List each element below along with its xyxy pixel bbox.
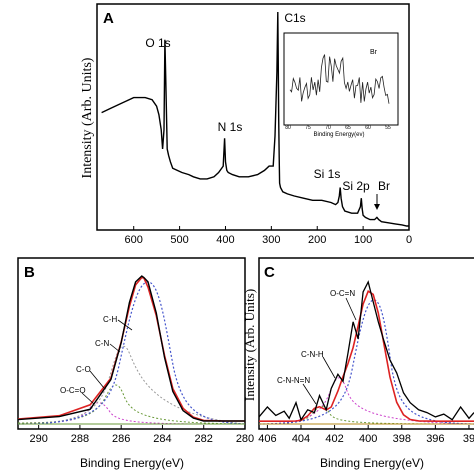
panel-a-tick-label: 100 bbox=[354, 234, 372, 246]
annotation-n1s: N 1s bbox=[218, 120, 243, 134]
arrow-c-n-n-n bbox=[302, 383, 317, 405]
panel-c-tick-label: 398 bbox=[393, 433, 411, 445]
annotation-si2p: Si 2p bbox=[342, 179, 370, 193]
inset-xaxis: 80 75 70 65 60 55 bbox=[285, 125, 391, 131]
inset-spectrum bbox=[289, 54, 390, 104]
panel-b-frame bbox=[17, 257, 246, 430]
panel-b-tick-label: 282 bbox=[195, 433, 213, 445]
panel-c-spectrum bbox=[259, 280, 474, 422]
label-c-n-h: C-N-H bbox=[301, 350, 324, 359]
panel-b-xlabel: Binding Energy(eV) bbox=[80, 456, 184, 470]
panel-a-letter: A bbox=[103, 10, 114, 27]
peak-c-o bbox=[18, 384, 245, 425]
panel-c-xlabel: Binding Energy(eV) bbox=[320, 456, 424, 470]
br-arrowhead bbox=[374, 204, 380, 210]
panel-b: B 290 288 286 284 282 280 Binding Energy(eV) … bbox=[17, 257, 254, 470]
arrow-c-h bbox=[117, 319, 133, 331]
panel-a-tick-label: 300 bbox=[262, 234, 280, 246]
panel-a-spectrum bbox=[101, 11, 409, 227]
panel-c-letter: C bbox=[264, 264, 275, 281]
inset-tick-label: 55 bbox=[385, 125, 391, 131]
label-c-n-n-n: C-N-N=N bbox=[277, 376, 310, 385]
label-o-c-n: O-C=N bbox=[330, 289, 355, 298]
panel-b-tick-label: 286 bbox=[112, 433, 130, 445]
panel-c-ylabel: Intensity (Arb. Units) bbox=[242, 289, 257, 401]
panel-a-tick-label: 600 bbox=[125, 234, 143, 246]
panel-b-tick-label: 288 bbox=[71, 433, 89, 445]
arrow-o-c-n bbox=[345, 297, 357, 321]
arrow-c-n-h bbox=[322, 356, 336, 379]
panel-b-tick-label: 284 bbox=[153, 433, 171, 445]
annotation-si1s: Si 1s bbox=[314, 167, 341, 181]
label-c-o: C-O bbox=[76, 365, 91, 374]
panel-a-tick-label: 400 bbox=[216, 234, 234, 246]
arrow-o-c-o bbox=[81, 392, 95, 405]
label-c-h: C-H bbox=[103, 315, 117, 324]
inset-tick-label: 65 bbox=[345, 125, 351, 131]
inset-tick-label: 70 bbox=[325, 125, 331, 131]
inset-frame bbox=[283, 32, 399, 126]
fit-envelope bbox=[18, 276, 245, 422]
arrow-c-n bbox=[109, 343, 121, 353]
panel-c-tick-label: 39 bbox=[463, 433, 474, 445]
panel-c-tick-label: 396 bbox=[426, 433, 444, 445]
br-inset: Br 80 75 70 65 60 55 Binding Energy(ev) bbox=[283, 32, 399, 138]
peak-o-c-n bbox=[259, 299, 474, 425]
panel-c-tick-label: 406 bbox=[258, 433, 276, 445]
panel-a-xaxis: 600 500 400 300 200 100 0 bbox=[125, 226, 412, 246]
panel-b-letter: B bbox=[24, 264, 35, 281]
panel-a-tick-label: 500 bbox=[170, 234, 188, 246]
peak-c-n-h bbox=[259, 377, 474, 425]
panel-a: Intensity (Arb. Units) A 600 500 400 300 200… bbox=[80, 3, 412, 246]
peak-c-n bbox=[18, 345, 245, 425]
inset-label: Br bbox=[370, 49, 378, 56]
inset-xlabel: Binding Energy(ev) bbox=[313, 132, 364, 138]
inset-tick-label: 80 bbox=[285, 125, 291, 131]
panel-b-tick-label: 280 bbox=[236, 433, 254, 445]
arrow-c-o bbox=[89, 370, 105, 389]
peak-c-h bbox=[18, 281, 245, 425]
panel-c-tick-label: 402 bbox=[325, 433, 343, 445]
inset-tick-label: 60 bbox=[365, 125, 371, 131]
panel-b-xaxis: 290 288 286 284 282 280 bbox=[29, 425, 254, 445]
annotation-o1s: O 1s bbox=[145, 36, 170, 50]
panel-b-tick-label: 290 bbox=[29, 433, 47, 445]
panel-c-xaxis: 406 404 402 400 398 396 39 bbox=[258, 425, 474, 445]
label-o-c-o: O-C=O bbox=[60, 386, 86, 395]
panel-b-spectrum bbox=[18, 275, 245, 422]
panel-a-tick-label: 200 bbox=[308, 234, 326, 246]
inset-tick-label: 75 bbox=[305, 125, 311, 131]
panel-c-tick-label: 404 bbox=[292, 433, 310, 445]
panel-c-frame bbox=[258, 257, 474, 430]
peak-c-n-n-n bbox=[259, 405, 474, 425]
panel-c: C Intensity (Arb. Units) 406 404 402 400 398… bbox=[242, 257, 474, 470]
panel-c-tick-label: 400 bbox=[359, 433, 377, 445]
annotation-c1s: C1s bbox=[284, 11, 305, 25]
annotation-br: Br bbox=[378, 179, 390, 193]
panel-a-ylabel: Intensity (Arb. Units) bbox=[80, 57, 95, 178]
panel-a-tick-label: 0 bbox=[406, 234, 412, 246]
label-c-n: C-N bbox=[95, 339, 109, 348]
panel-a-frame bbox=[96, 3, 410, 231]
